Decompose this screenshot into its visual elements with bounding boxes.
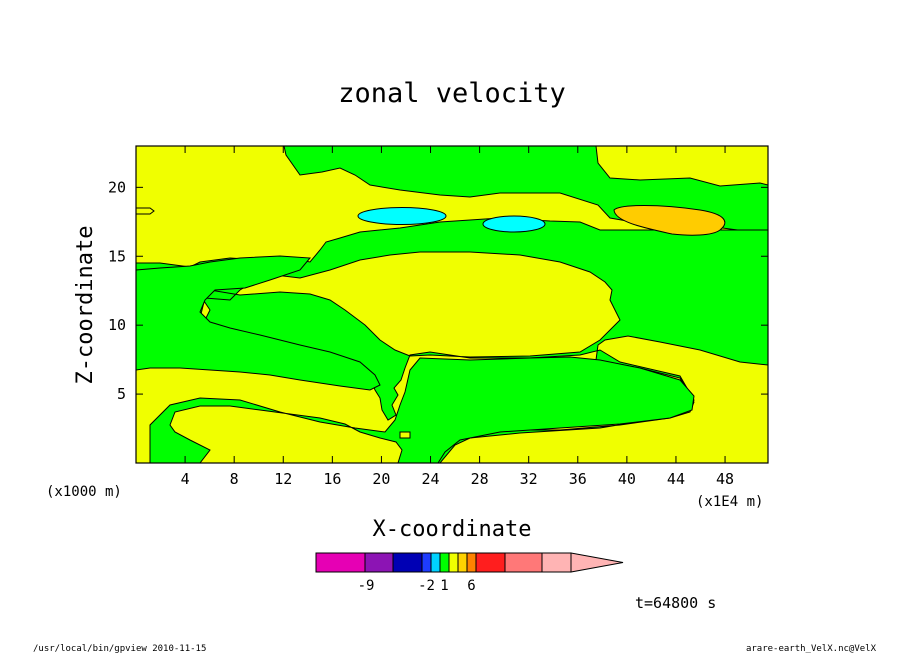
x-tick-label: 44 (667, 470, 685, 488)
x-tick-label: 48 (716, 470, 734, 488)
x-axis: 4 8 12 16 20 24 28 32 36 40 44 48 (181, 146, 734, 488)
x-tick-label: 16 (323, 470, 341, 488)
region-green-upper (136, 146, 768, 234)
x-tick-label: 28 (471, 470, 489, 488)
region-green-left (136, 255, 381, 391)
time-label: t=64800 s (635, 594, 716, 612)
plot-frame (135, 145, 769, 464)
colorbar-label: -9 (358, 578, 375, 594)
region-cyan-1 (357, 207, 447, 225)
x-axis-label: X-coordinate (373, 517, 532, 542)
colorbar-label: 1 (440, 578, 448, 594)
footer-left: /usr/local/bin/gpview 2010-11-15 (33, 644, 206, 654)
colorbar-cell (430, 552, 441, 573)
y-tick-label: 15 (108, 247, 126, 265)
x-tick-label: 8 (230, 470, 239, 488)
x-tick-label: 12 (274, 470, 292, 488)
x-tick-label: 24 (421, 470, 439, 488)
region-orange (613, 205, 726, 236)
colorbar-cell (392, 552, 423, 573)
x-tick-label: 32 (520, 470, 538, 488)
y-tick-label: 10 (108, 316, 126, 334)
region-cyan-2 (482, 215, 546, 233)
colorbar-cell (475, 552, 506, 573)
colorbar: -9 -2 1 6 (315, 552, 624, 594)
y-axis: 5 10 15 20 (108, 178, 768, 403)
region-yellow-left-notch (136, 207, 155, 215)
colorbar-cell (315, 552, 366, 573)
x-unit-left: (x1000 m) (46, 484, 122, 500)
x-tick-label: 36 (569, 470, 587, 488)
colorbar-cell (421, 552, 432, 573)
plot-area (135, 145, 769, 464)
footer-right: arare-earth_VelX.nc@VelX (746, 644, 877, 654)
y-axis-label: Z-coordinate (73, 226, 98, 385)
y-tick-label: 5 (117, 385, 126, 403)
y-tick-label: 20 (108, 178, 126, 196)
colorbar-label: 6 (467, 578, 475, 594)
colorbar-cell (466, 552, 477, 573)
colorbar-cell (448, 552, 459, 573)
x-unit-right: (x1E4 m) (696, 494, 763, 510)
colorbar-label: -2 (418, 578, 435, 594)
colorbar-arrow (570, 552, 624, 573)
region-green-main (136, 217, 768, 463)
x-tick-label: 40 (618, 470, 636, 488)
colorbar-cell (364, 552, 394, 573)
colorbar-cell (504, 552, 543, 573)
region-yellow-small (399, 431, 411, 439)
region-green-lower (136, 356, 695, 463)
x-tick-label: 4 (181, 470, 190, 488)
chart-title: zonal velocity (338, 78, 566, 109)
x-tick-label: 20 (372, 470, 390, 488)
colorbar-cell (457, 552, 468, 573)
colorbar-cell (439, 552, 450, 573)
